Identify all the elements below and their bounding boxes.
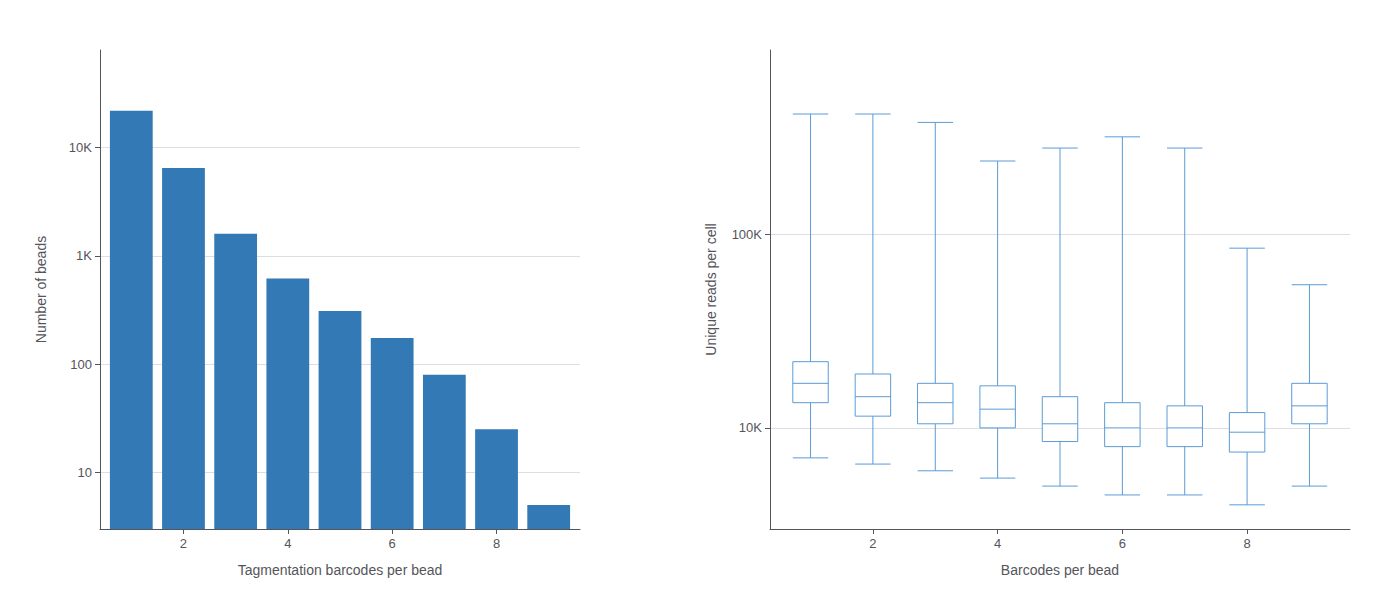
svg-text:10: 10 <box>78 465 92 480</box>
svg-text:100K: 100K <box>732 227 763 242</box>
svg-text:8: 8 <box>493 536 500 551</box>
svg-text:Number of beads: Number of beads <box>33 236 49 343</box>
svg-text:2: 2 <box>180 536 187 551</box>
svg-text:10K: 10K <box>739 420 762 435</box>
svg-text:8: 8 <box>1243 536 1250 551</box>
svg-text:Unique reads per cell: Unique reads per cell <box>703 223 719 355</box>
svg-text:6: 6 <box>1119 536 1126 551</box>
svg-text:4: 4 <box>994 536 1001 551</box>
svg-text:2: 2 <box>869 536 876 551</box>
svg-text:10K: 10K <box>69 140 92 155</box>
svg-text:Tagmentation barcodes per bead: Tagmentation barcodes per bead <box>238 562 443 578</box>
svg-text:6: 6 <box>389 536 396 551</box>
svg-text:4: 4 <box>284 536 291 551</box>
svg-text:Barcodes per bead: Barcodes per bead <box>1001 562 1119 578</box>
svg-text:1K: 1K <box>76 248 92 263</box>
svg-text:100: 100 <box>70 357 92 372</box>
